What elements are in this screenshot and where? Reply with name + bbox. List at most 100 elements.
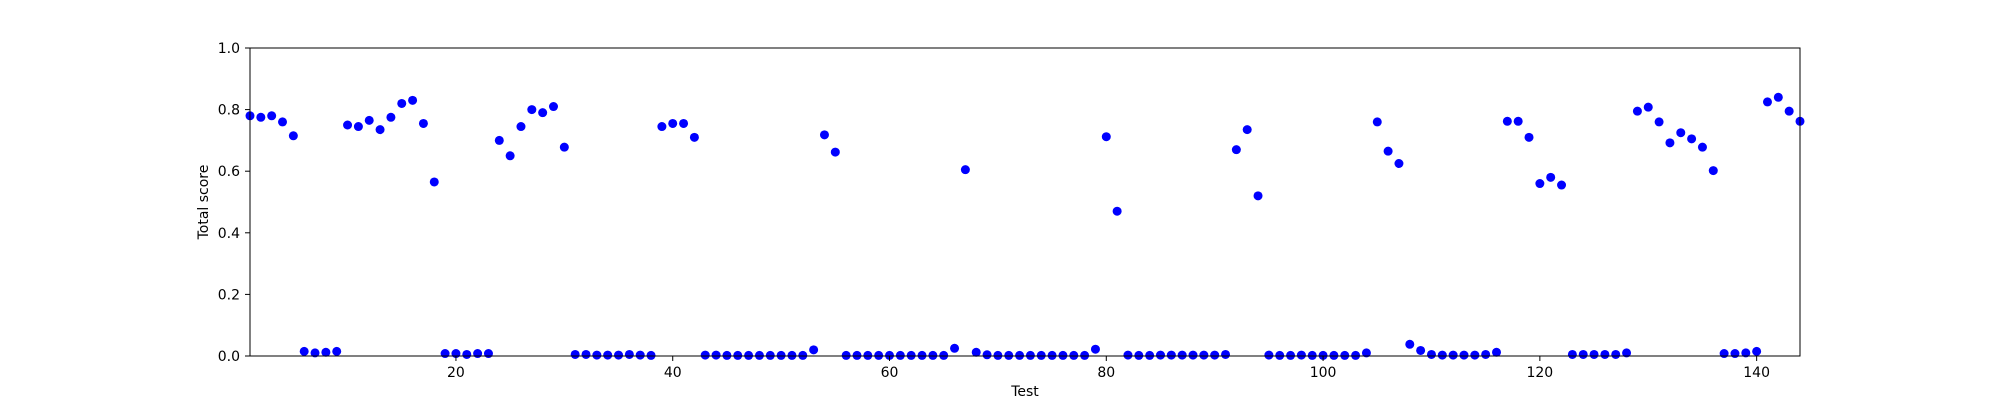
data-point — [1264, 350, 1274, 360]
data-point — [722, 350, 732, 360]
x-tick-label: 120 — [1526, 365, 1553, 381]
data-point — [1155, 350, 1165, 360]
data-point — [885, 350, 895, 360]
data-point — [754, 350, 764, 360]
data-point — [646, 350, 656, 360]
data-point — [1394, 159, 1404, 168]
data-point — [1025, 350, 1035, 360]
data-point — [830, 147, 840, 157]
data-point — [1036, 350, 1046, 360]
data-point — [321, 347, 331, 357]
data-point — [787, 350, 797, 360]
data-point — [1361, 348, 1371, 358]
data-point — [1459, 350, 1469, 360]
x-tick-label: 60 — [881, 365, 899, 381]
data-point — [516, 122, 526, 132]
y-axis-title: Total score — [196, 165, 212, 241]
data-point — [1741, 348, 1751, 358]
data-point — [343, 120, 353, 130]
data-point — [1123, 350, 1133, 360]
data-point — [1329, 350, 1339, 360]
data-point — [1492, 347, 1502, 357]
data-point — [429, 177, 439, 187]
data-point — [310, 348, 320, 358]
data-point — [1535, 179, 1545, 189]
data-point — [1286, 350, 1296, 360]
data-point — [1101, 132, 1111, 142]
data-point — [440, 349, 450, 359]
data-point — [1752, 346, 1762, 356]
data-point — [1296, 350, 1306, 360]
data-point — [700, 350, 710, 360]
data-point — [1632, 106, 1642, 116]
data-point — [624, 349, 634, 359]
data-point — [1437, 350, 1447, 360]
data-point — [1611, 349, 1621, 359]
data-point — [1481, 349, 1491, 359]
data-point — [1080, 350, 1090, 360]
data-point — [473, 349, 483, 359]
data-point — [776, 350, 786, 360]
data-point — [1578, 349, 1588, 359]
data-point — [928, 350, 938, 360]
data-point — [1112, 206, 1122, 216]
data-point — [917, 350, 927, 360]
data-point — [798, 350, 808, 360]
y-tick-label: 0.0 — [218, 349, 240, 365]
data-point — [418, 118, 428, 128]
data-point — [1253, 191, 1263, 201]
data-point — [1600, 349, 1610, 359]
data-point — [1665, 138, 1675, 148]
data-point — [744, 350, 754, 360]
data-point — [689, 132, 699, 142]
data-point — [256, 112, 266, 122]
data-point — [581, 349, 591, 359]
y-tick-label: 0.8 — [218, 103, 240, 119]
y-tick-label: 0.4 — [218, 226, 240, 242]
data-point — [960, 165, 970, 175]
data-point — [1416, 345, 1426, 355]
data-point — [1730, 349, 1740, 359]
data-point — [711, 350, 721, 360]
data-point — [527, 105, 537, 115]
data-point — [1502, 116, 1512, 126]
data-point — [592, 350, 602, 360]
data-point — [1199, 350, 1209, 360]
data-point — [1090, 344, 1100, 354]
data-point — [1069, 350, 1079, 360]
data-point — [375, 125, 385, 135]
data-point — [1231, 145, 1241, 155]
data-point — [1589, 349, 1599, 359]
data-point — [668, 118, 678, 128]
plot-frame — [249, 47, 1801, 357]
data-point — [386, 112, 396, 122]
data-point — [353, 122, 363, 132]
data-point — [1307, 350, 1317, 360]
data-point — [538, 108, 548, 118]
data-point — [874, 350, 884, 360]
data-point — [299, 346, 309, 356]
data-point — [1784, 106, 1794, 116]
data-point — [906, 350, 916, 360]
data-point — [1058, 350, 1068, 360]
data-point — [1654, 117, 1664, 127]
data-point — [1351, 350, 1361, 360]
data-point — [1557, 180, 1567, 190]
data-point — [852, 350, 862, 360]
data-point — [1145, 350, 1155, 360]
data-point — [863, 350, 873, 360]
data-points — [245, 92, 1805, 360]
data-point — [1687, 134, 1697, 144]
data-point — [1340, 350, 1350, 360]
data-point — [982, 350, 992, 360]
data-point — [1372, 117, 1382, 127]
data-point — [278, 117, 288, 127]
data-point — [462, 349, 472, 359]
data-point — [1047, 350, 1057, 360]
data-point — [1383, 146, 1393, 156]
x-axis-title: Test — [1010, 384, 1039, 400]
data-point — [1242, 125, 1252, 135]
data-point — [1177, 350, 1187, 360]
data-point — [614, 350, 624, 360]
